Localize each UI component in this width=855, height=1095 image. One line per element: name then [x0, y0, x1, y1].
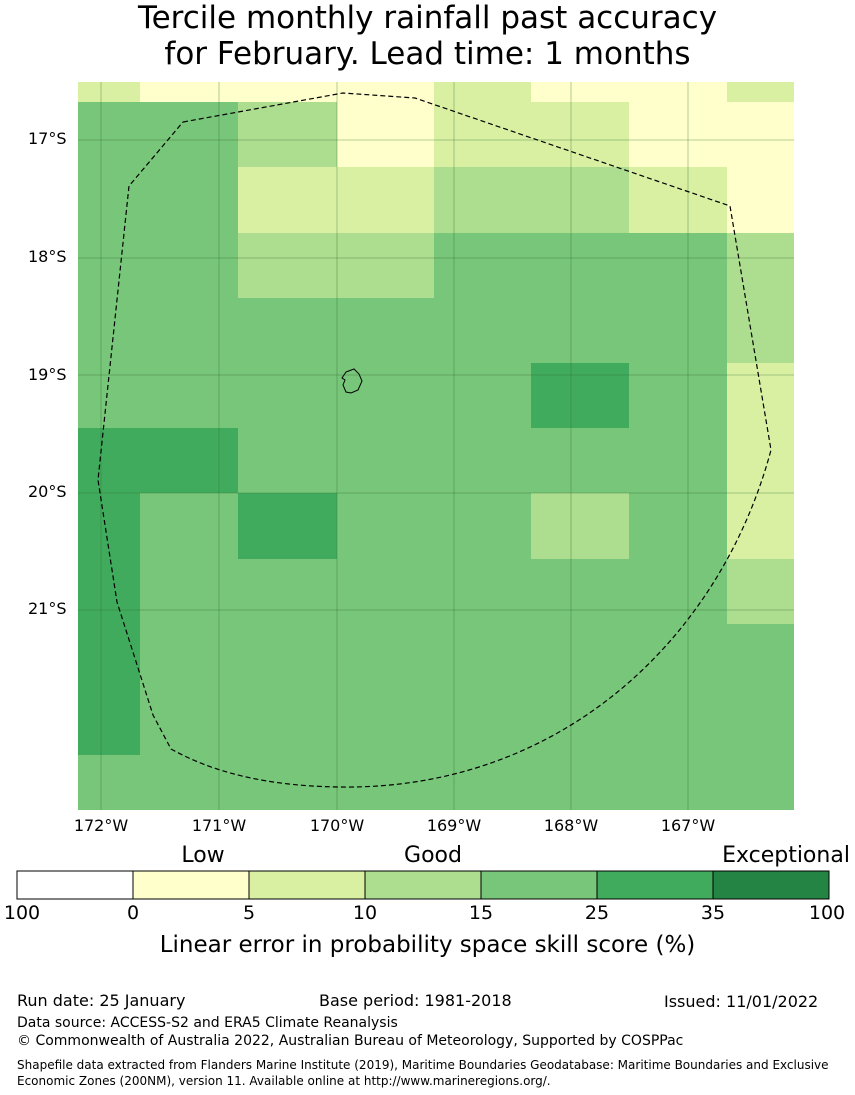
lon-label-169w: 169°W	[426, 816, 482, 835]
map-grid-cells	[78, 82, 794, 810]
chart-title-line-1: Tercile monthly rainfall past accuracy	[137, 0, 718, 36]
run-date: Run date: 25 January	[17, 991, 186, 1010]
lon-label-172w: 172°W	[73, 816, 129, 835]
lon-label-170w: 170°W	[309, 816, 365, 835]
base-period: Base period: 1981-2018	[319, 991, 512, 1010]
chart-title-line-2: for February. Lead time: 1 months	[164, 36, 691, 72]
colorbar-tick: 100	[3, 902, 41, 924]
colorbar-label: Linear error in probability space skill …	[159, 932, 696, 958]
lon-label-171w: 171°W	[191, 816, 247, 835]
lon-label-167w: 167°W	[660, 816, 716, 835]
colorbar-tick: 5	[242, 902, 256, 924]
category-label-good: Good	[404, 843, 462, 868]
graticule-lines	[78, 82, 794, 810]
category-label-low: Low	[181, 843, 225, 868]
shapefile-credit: Shapefile data extracted from Flanders M…	[17, 1058, 829, 1088]
category-label-exceptional: Exceptional	[722, 843, 850, 868]
colorbar-tick: 0	[126, 902, 140, 924]
lat-label-20s: 20°S	[28, 482, 67, 501]
colorbar-tick: 15	[468, 902, 494, 924]
lat-label-17s: 17°S	[28, 129, 67, 148]
lat-label-21s: 21°S	[28, 599, 67, 618]
colorbar-tick: 100	[808, 902, 846, 924]
lat-label-19s: 19°S	[28, 365, 67, 384]
eez-boundary	[97, 92, 772, 788]
copyright-notice: © Commonwealth of Australia 2022, Austra…	[17, 1033, 684, 1049]
issued-date: Issued: 11/01/2022	[664, 992, 819, 1011]
lat-label-18s: 18°S	[28, 247, 67, 266]
data-source: Data source: ACCESS-S2 and ERA5 Climate …	[17, 1015, 398, 1031]
colorbar-tick: 25	[584, 902, 610, 924]
lon-label-168w: 168°W	[543, 816, 599, 835]
colorbar	[16, 870, 830, 900]
colorbar-tick: 10	[352, 902, 378, 924]
island-outline	[341, 368, 363, 394]
colorbar-tick: 35	[700, 902, 726, 924]
